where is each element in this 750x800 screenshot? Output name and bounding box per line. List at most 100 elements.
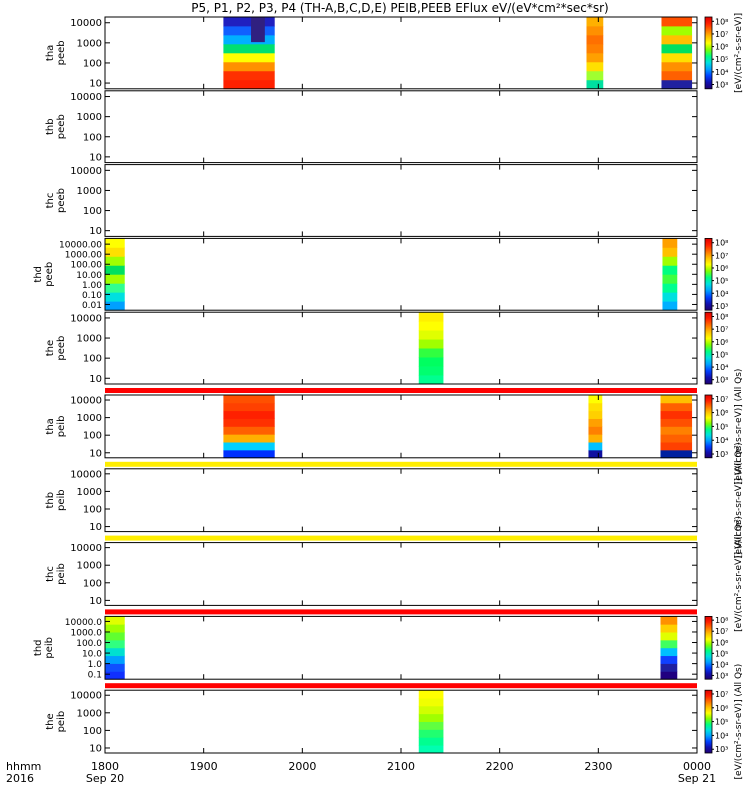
spectrogram-segment xyxy=(586,17,604,90)
energy-bin xyxy=(418,690,444,699)
y-tick-label: 10 xyxy=(89,743,102,754)
energy-bin xyxy=(418,321,444,331)
y-axis-label: thcpeeb xyxy=(45,188,67,213)
colorbar-tick-label: 10⁴ xyxy=(715,289,728,298)
y-tick-label: 1000.0 xyxy=(71,628,103,638)
colorbar-tick-label: 10⁵ xyxy=(715,422,728,431)
energy-bin xyxy=(586,25,604,36)
energy-bin xyxy=(661,17,693,27)
spectrogram-segment xyxy=(588,395,603,459)
colorbar-tick-label: 10³ xyxy=(715,450,728,459)
colorbar-label: [eV/(cm²-s-sr-eV)] (All Qs) xyxy=(734,516,744,632)
y-axis-label: thapeeb xyxy=(45,40,67,65)
colorbar-tick-label: 10³ xyxy=(715,671,728,680)
colorbar-tick-label: 10⁸ xyxy=(715,616,728,625)
colorbar-tick-label: 10⁶ xyxy=(715,264,728,273)
colorbar-tick-label: 10⁸ xyxy=(715,17,728,26)
y-tick-label: 1.00 xyxy=(82,281,102,291)
colorbar-tick-label: 10⁵ xyxy=(715,718,728,727)
energy-bin xyxy=(660,434,693,443)
energy-bin xyxy=(418,745,444,754)
x-date-label: Sep 20 xyxy=(86,772,124,785)
energy-bin xyxy=(418,330,444,340)
energy-bin xyxy=(662,265,678,275)
y-label-line: the xyxy=(45,713,56,729)
energy-bin xyxy=(418,339,444,349)
colorbar-tick-label: 10⁷ xyxy=(715,395,728,404)
spectrogram-segment xyxy=(660,395,693,459)
colorbar xyxy=(704,16,713,90)
colorbar-label: [eV/(cm²-s-sr-eV)] (All Qs) xyxy=(734,664,744,780)
colorbar-tick-label: 10⁶ xyxy=(715,43,728,52)
energy-bin xyxy=(223,449,275,459)
energy-bin xyxy=(418,375,444,385)
y-label-line: thd xyxy=(33,266,44,283)
y-tick-label: 0.1 xyxy=(88,671,102,681)
energy-bin xyxy=(660,442,693,451)
energy-bin xyxy=(660,671,678,680)
y-tick-label: 10 xyxy=(89,522,102,533)
x-corner-label: 2016 xyxy=(6,772,34,785)
y-tick-label: 100 xyxy=(83,504,102,515)
energy-bin xyxy=(105,671,125,680)
panel-frame xyxy=(104,468,698,533)
panel-frame xyxy=(104,689,698,754)
energy-bin xyxy=(418,366,444,376)
x-tick-label: 2100 xyxy=(387,760,415,773)
colorbar-tick-label: 10⁵ xyxy=(715,277,728,286)
energy-bin xyxy=(588,410,603,419)
y-tick-label: 100 xyxy=(83,431,102,442)
energy-bin xyxy=(588,426,603,435)
colorbar-tick-label: 10⁶ xyxy=(715,409,728,418)
panel-frame xyxy=(104,615,698,680)
energy-bin xyxy=(105,265,125,275)
energy-bin xyxy=(660,616,678,625)
y-tick-label: 100 xyxy=(83,132,102,143)
energy-bin xyxy=(586,43,604,54)
y-label-line: peeb xyxy=(44,262,55,287)
y-tick-label: 100.00 xyxy=(71,261,103,271)
colorbar-tick-label: 10³ xyxy=(715,302,728,311)
energy-bin xyxy=(223,418,275,427)
energy-bin xyxy=(105,301,125,311)
y-axis-label: thdpeeb xyxy=(33,262,55,287)
y-label-line: peib xyxy=(56,416,67,438)
y-tick-label: 0.10 xyxy=(82,291,102,301)
energy-bin xyxy=(418,729,444,738)
spectrogram-segment xyxy=(418,312,444,385)
colorbar-label: [eV/(cm²-s-sr-eV)] xyxy=(734,13,744,93)
y-label-line: thd xyxy=(33,639,44,656)
energy-bin xyxy=(418,357,444,367)
energy-bin xyxy=(105,238,125,248)
y-axis-label: thbpeib xyxy=(45,489,67,511)
y-label-line: tha xyxy=(45,418,56,434)
x-date-label: Sep 21 xyxy=(678,772,716,785)
spectrogram-segment xyxy=(105,616,125,680)
panel-frame xyxy=(104,164,698,237)
y-axis-label: thepeib xyxy=(45,711,67,733)
energy-bin xyxy=(418,348,444,358)
y-tick-label: 1.0 xyxy=(88,660,103,670)
y-tick-label: 1000 xyxy=(77,487,102,498)
y-tick-label: 10000 xyxy=(70,166,102,177)
panel-frame xyxy=(104,16,698,90)
y-tick-label: 10.00 xyxy=(76,271,102,281)
x-tick-label: 2300 xyxy=(584,760,612,773)
colorbar-label: [eV/(cm²-s-sr-eV)] (All Qs) xyxy=(734,442,744,558)
energy-bin xyxy=(418,698,444,707)
y-label-line: peeb xyxy=(56,336,67,361)
energy-bin xyxy=(662,247,678,257)
y-tick-label: 10.0 xyxy=(82,650,102,660)
spectrogram-segment xyxy=(660,616,678,680)
y-label-line: peib xyxy=(56,563,67,585)
energy-bin xyxy=(586,17,604,27)
y-label-line: peib xyxy=(56,711,67,733)
y-axis-label: thdpeib xyxy=(33,637,55,659)
energy-bin xyxy=(662,256,678,266)
y-label-line: peeb xyxy=(56,188,67,213)
panel-frame xyxy=(104,542,698,606)
energy-bin xyxy=(105,256,125,266)
energy-bin xyxy=(662,238,678,248)
